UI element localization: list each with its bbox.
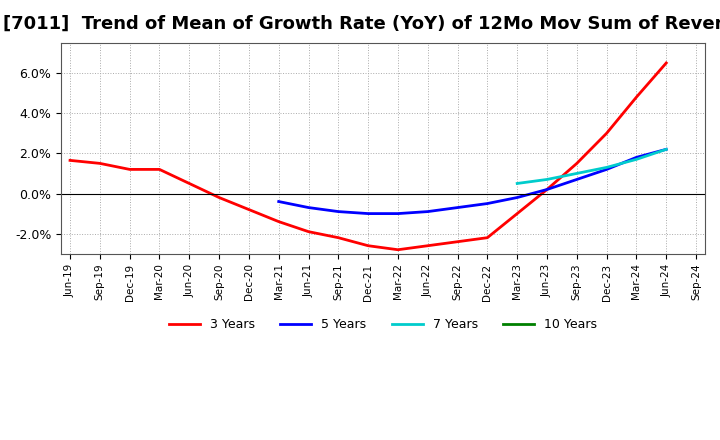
Legend: 3 Years, 5 Years, 7 Years, 10 Years: 3 Years, 5 Years, 7 Years, 10 Years xyxy=(164,313,602,336)
7 Years xyxy=(543,177,552,182)
3 Years xyxy=(454,239,462,244)
3 Years xyxy=(572,161,581,166)
5 Years xyxy=(572,177,581,182)
5 Years xyxy=(364,211,372,216)
3 Years xyxy=(334,235,343,240)
7 Years xyxy=(572,171,581,176)
3 Years xyxy=(662,60,670,66)
3 Years xyxy=(185,181,194,186)
3 Years xyxy=(513,211,521,216)
3 Years xyxy=(125,167,134,172)
3 Years xyxy=(394,247,402,253)
5 Years xyxy=(632,155,641,160)
7 Years xyxy=(632,157,641,162)
3 Years xyxy=(603,131,611,136)
5 Years xyxy=(543,187,552,192)
3 Years xyxy=(215,195,223,200)
5 Years xyxy=(394,211,402,216)
5 Years xyxy=(662,147,670,152)
Title: [7011]  Trend of Mean of Growth Rate (YoY) of 12Mo Mov Sum of Revenues: [7011] Trend of Mean of Growth Rate (YoY… xyxy=(3,15,720,33)
Line: 5 Years: 5 Years xyxy=(279,149,666,213)
3 Years xyxy=(274,219,283,224)
3 Years xyxy=(155,167,163,172)
Line: 7 Years: 7 Years xyxy=(517,149,666,183)
5 Years xyxy=(454,205,462,210)
5 Years xyxy=(483,201,492,206)
5 Years xyxy=(513,195,521,200)
3 Years xyxy=(364,243,372,248)
7 Years xyxy=(513,181,521,186)
3 Years xyxy=(245,207,253,212)
7 Years xyxy=(662,147,670,152)
3 Years xyxy=(543,187,552,192)
5 Years xyxy=(305,205,313,210)
5 Years xyxy=(423,209,432,214)
3 Years xyxy=(632,95,641,100)
3 Years xyxy=(483,235,492,240)
3 Years xyxy=(305,229,313,235)
5 Years xyxy=(603,167,611,172)
3 Years xyxy=(96,161,104,166)
Line: 3 Years: 3 Years xyxy=(70,63,666,250)
5 Years xyxy=(334,209,343,214)
7 Years xyxy=(603,165,611,170)
3 Years xyxy=(423,243,432,248)
3 Years xyxy=(66,158,74,163)
5 Years xyxy=(274,199,283,204)
